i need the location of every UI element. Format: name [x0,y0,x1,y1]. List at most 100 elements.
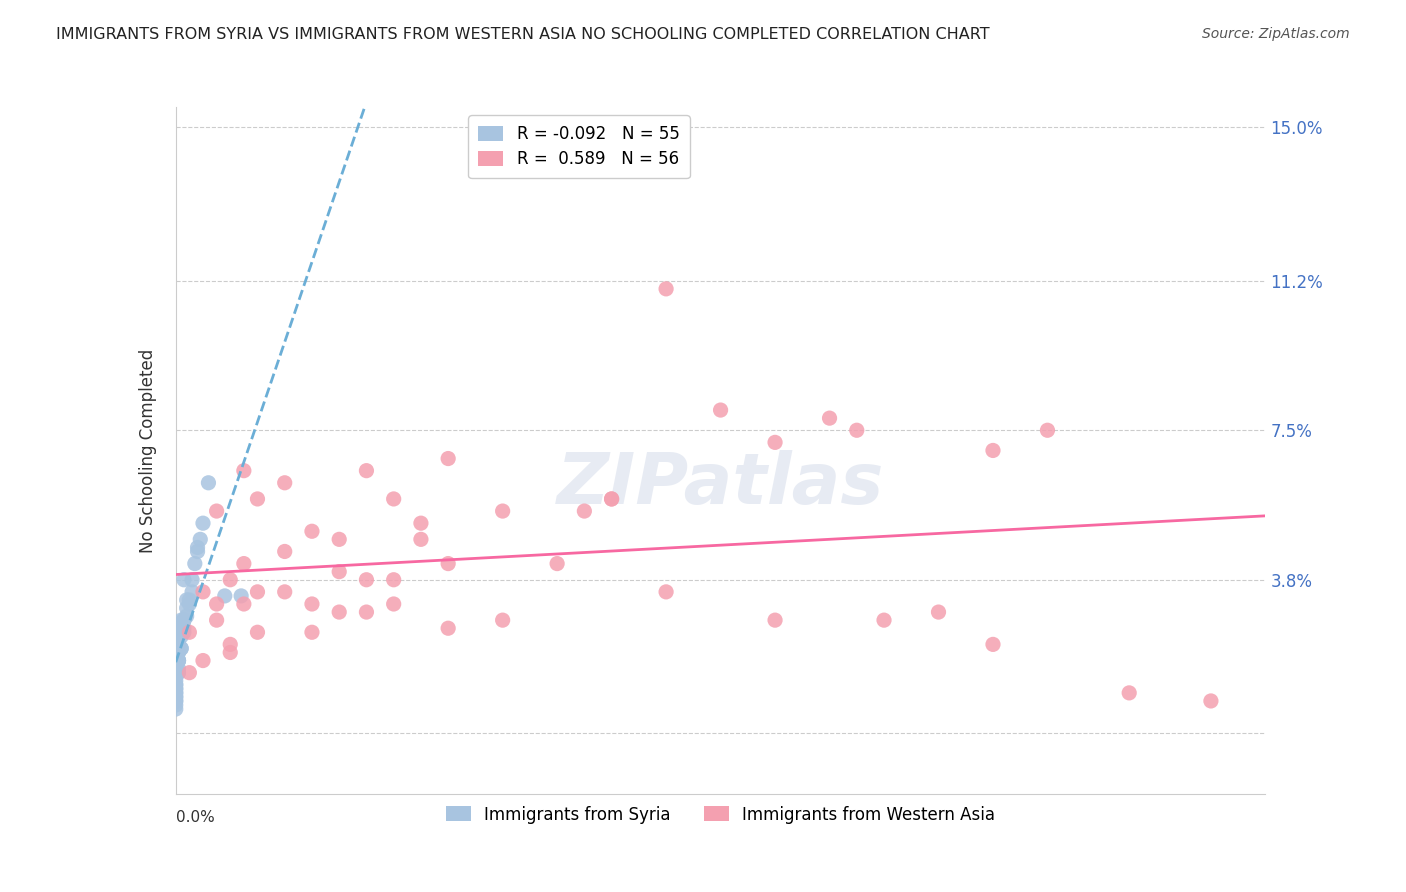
Point [165,690,187,704]
Point [165,662,187,676]
Point [328,605,350,619]
Point [301,524,323,539]
Point [165,686,187,700]
Point [763,613,786,627]
Point [173,613,195,627]
Text: IMMIGRANTS FROM SYRIA VS IMMIGRANTS FROM WESTERN ASIA NO SCHOOLING COMPLETED COR: IMMIGRANTS FROM SYRIA VS IMMIGRANTS FROM… [56,27,990,42]
Point [181,573,204,587]
Point [231,589,253,603]
Point [179,665,201,680]
Point [219,637,242,651]
Point [437,621,460,635]
Point [167,637,190,651]
Point [186,541,209,555]
Point [167,637,190,651]
Text: ZIPatlas: ZIPatlas [557,450,884,519]
Point [167,654,190,668]
Point [600,491,623,506]
Point [546,557,568,571]
Point [205,597,228,611]
Point [382,491,405,506]
Point [170,641,193,656]
Text: 0.0%: 0.0% [176,810,215,825]
Point [981,637,1004,651]
Text: Source: ZipAtlas.com: Source: ZipAtlas.com [1202,27,1350,41]
Point [409,516,432,531]
Point [301,597,323,611]
Point [301,625,323,640]
Point [188,533,211,547]
Point [165,665,187,680]
Point [173,613,195,627]
Point [873,613,896,627]
Point [165,694,187,708]
Point [246,491,269,506]
Point [165,702,187,716]
Point [928,605,950,619]
Point [165,678,187,692]
Point [232,464,254,478]
Point [492,613,515,627]
Point [179,597,201,611]
Point [437,451,460,466]
Point [167,654,190,668]
Point [179,625,201,640]
Point [191,654,214,668]
Point [328,533,350,547]
Point [382,573,405,587]
Point [176,593,198,607]
Point [186,544,209,558]
Legend: Immigrants from Syria, Immigrants from Western Asia: Immigrants from Syria, Immigrants from W… [436,796,1005,834]
Point [173,613,195,627]
Point [165,673,187,688]
Point [176,601,198,615]
Point [167,654,190,668]
Point [181,585,204,599]
Point [167,662,190,676]
Point [205,504,228,518]
Point [328,565,350,579]
Point [574,504,596,518]
Point [165,681,187,696]
Point [274,475,297,490]
Point [409,533,432,547]
Point [191,516,214,531]
Point [170,625,193,640]
Point [246,585,269,599]
Point [173,625,195,640]
Point [710,403,733,417]
Point [382,597,405,611]
Point [165,698,187,712]
Point [170,613,193,627]
Point [176,609,198,624]
Point [492,504,515,518]
Point [356,605,378,619]
Point [1118,686,1140,700]
Point [437,557,460,571]
Point [246,625,269,640]
Point [170,641,193,656]
Point [274,544,297,558]
Point [219,573,242,587]
Point [165,681,187,696]
Point [165,694,187,708]
Point [205,613,228,627]
Point [655,282,678,296]
Point [165,686,187,700]
Point [167,665,190,680]
Point [1036,423,1059,437]
Point [818,411,841,425]
Point [1199,694,1222,708]
Point [165,670,187,684]
Point [197,475,219,490]
Point [165,678,187,692]
Point [600,491,623,506]
Point [274,585,297,599]
Y-axis label: No Schooling Completed: No Schooling Completed [139,349,157,552]
Point [167,665,190,680]
Point [219,645,242,659]
Point [170,621,193,635]
Point [170,621,193,635]
Point [232,597,254,611]
Point [655,585,678,599]
